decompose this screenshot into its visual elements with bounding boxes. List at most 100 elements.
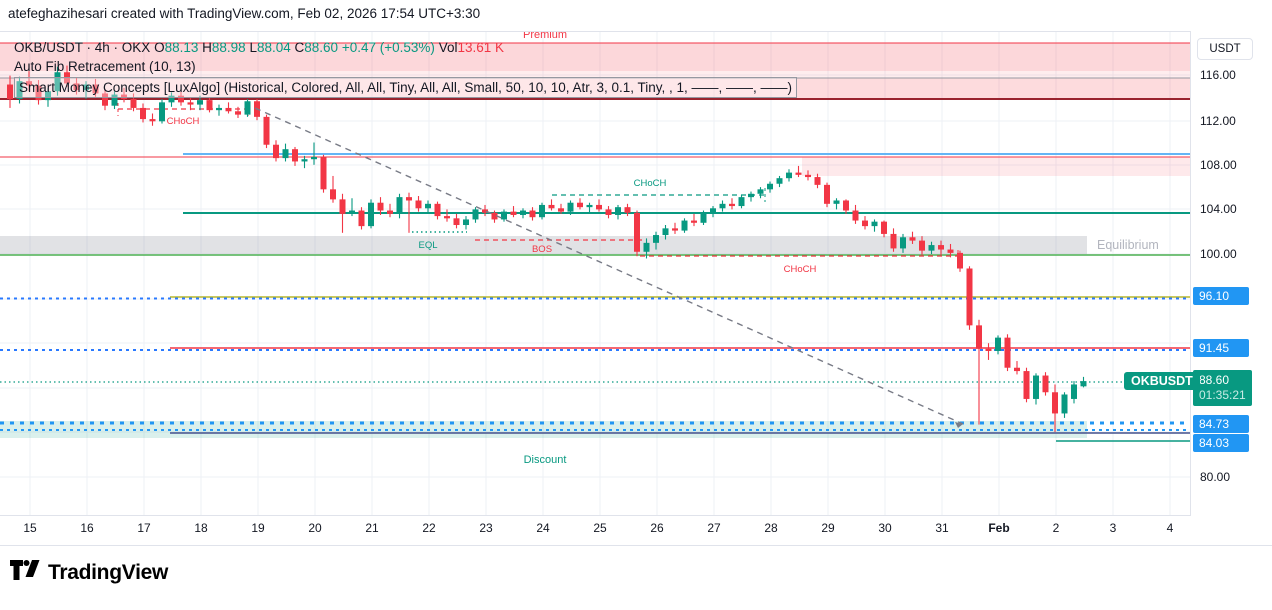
ohlc-low-value: 88.04 bbox=[256, 40, 291, 55]
candle bbox=[928, 241, 935, 254]
time-tick: 30 bbox=[878, 521, 892, 535]
candle bbox=[814, 173, 821, 189]
candle bbox=[1042, 372, 1049, 396]
chart-plot-area[interactable]: Premium CHoCH EQL BOS CHoCH CHoCH Equilibrium D… bbox=[0, 31, 1190, 545]
ohlc-high-label: H bbox=[202, 40, 212, 55]
candle bbox=[330, 175, 336, 203]
candle bbox=[406, 192, 412, 233]
candle bbox=[482, 204, 488, 217]
level-price-badge: 84.03 bbox=[1193, 434, 1249, 452]
candle bbox=[273, 140, 279, 162]
candle bbox=[149, 113, 156, 126]
candle bbox=[491, 210, 498, 223]
zone-label: BOS bbox=[532, 244, 552, 255]
equilibrium-band bbox=[0, 236, 1087, 254]
candle bbox=[197, 95, 203, 111]
candle bbox=[1014, 361, 1020, 375]
candle bbox=[292, 146, 298, 166]
candle bbox=[244, 99, 251, 117]
zone-label: CHoCH bbox=[784, 264, 817, 275]
time-tick: 15 bbox=[23, 521, 37, 535]
candle bbox=[909, 231, 916, 244]
candle bbox=[415, 196, 422, 212]
smc-indicator-row[interactable]: Smart Money Concepts [LuxAlgo] (Historic… bbox=[14, 77, 798, 98]
candlestick-chart[interactable]: Premium CHoCH EQL BOS CHoCH CHoCH Equilibrium D… bbox=[0, 31, 1190, 545]
chart-legend: OKB/USDT · 4h · OKX O88.13 H88.98 L88.04… bbox=[14, 38, 798, 98]
candle bbox=[35, 80, 42, 105]
fib-trendline-arrow bbox=[955, 422, 963, 428]
candle bbox=[1052, 384, 1058, 433]
time-axis[interactable]: 15 16 17 18 19 20 21 22 23 24 25 26 27 28 29 30 31 Feb 2 3 4 bbox=[0, 516, 1272, 545]
candle bbox=[396, 193, 403, 219]
candle bbox=[643, 238, 650, 259]
candle bbox=[92, 78, 99, 97]
candle bbox=[263, 114, 270, 149]
candle bbox=[1004, 334, 1011, 372]
candle bbox=[995, 335, 1001, 355]
level-price-badge: 96.10 bbox=[1193, 287, 1249, 305]
zone-label: CHoCH bbox=[634, 178, 667, 189]
candle bbox=[615, 204, 621, 220]
candle bbox=[520, 208, 526, 219]
time-tick: 3 bbox=[1109, 521, 1117, 535]
candle bbox=[73, 77, 80, 95]
candle bbox=[985, 343, 992, 360]
time-tick: 22 bbox=[422, 521, 436, 535]
candle bbox=[881, 220, 887, 238]
candle bbox=[1033, 373, 1039, 405]
candle bbox=[1071, 381, 1077, 404]
candle bbox=[282, 143, 289, 162]
last-price-badge: 88.60 01:35:21 bbox=[1193, 370, 1252, 406]
volume-label: Vol bbox=[438, 40, 458, 55]
zone-label: Equilibrium bbox=[1097, 238, 1159, 252]
candle bbox=[558, 203, 564, 214]
candle bbox=[501, 209, 507, 222]
zone-label: CHoCH bbox=[167, 116, 200, 127]
candle bbox=[311, 142, 317, 165]
time-tick: 25 bbox=[593, 521, 607, 535]
currency-toggle-button[interactable]: USDT bbox=[1197, 38, 1253, 60]
ohlc-close-label: C bbox=[294, 40, 305, 55]
chart-top-separator bbox=[0, 31, 1272, 32]
candle bbox=[700, 210, 707, 226]
candle bbox=[805, 170, 811, 181]
candle bbox=[358, 207, 365, 230]
candle bbox=[377, 197, 384, 215]
candle bbox=[862, 216, 868, 230]
fib-indicator-row[interactable]: Auto Fib Retracement (10, 13) bbox=[14, 59, 196, 74]
premium-band-1 bbox=[0, 43, 1190, 71]
ohlc-low-label: L bbox=[249, 40, 257, 55]
time-tick: 20 bbox=[308, 521, 322, 535]
candle bbox=[691, 213, 697, 227]
candle bbox=[102, 88, 108, 111]
candle bbox=[83, 81, 89, 100]
time-tick: 19 bbox=[251, 521, 265, 535]
symbol-name[interactable]: OKB/USDT bbox=[14, 40, 83, 55]
price-axis[interactable]: 116.00 112.00 108.00 104.00 100.00 80.00 96.10… bbox=[1191, 31, 1272, 545]
candle bbox=[786, 169, 792, 182]
last-price: 88.60 bbox=[1199, 373, 1230, 387]
time-axis-separator bbox=[0, 515, 1272, 516]
time-tick: 21 bbox=[365, 521, 379, 535]
candle bbox=[26, 71, 32, 92]
symbol-legend-row[interactable]: OKB/USDT · 4h · OKX O88.13 H88.98 L88.04… bbox=[14, 38, 797, 57]
candle bbox=[662, 225, 669, 240]
symbol-price-tag: OKBUSDT bbox=[1124, 372, 1200, 390]
candle bbox=[957, 250, 963, 272]
candle bbox=[871, 219, 878, 232]
candle bbox=[529, 207, 536, 221]
tradingview-logo-icon bbox=[10, 560, 40, 580]
symbol-meta: · 4h · OKX bbox=[82, 40, 151, 55]
candle bbox=[206, 97, 213, 113]
candle bbox=[216, 104, 222, 116]
candle bbox=[681, 218, 688, 233]
candle bbox=[301, 155, 308, 169]
candle bbox=[368, 199, 374, 229]
time-tick: 29 bbox=[821, 521, 835, 535]
tradingview-logo[interactable]: TradingView bbox=[10, 560, 168, 586]
candle bbox=[672, 222, 678, 234]
time-tick: 31 bbox=[935, 521, 949, 535]
candle bbox=[472, 207, 479, 223]
candle bbox=[776, 175, 783, 188]
candle bbox=[605, 206, 612, 219]
